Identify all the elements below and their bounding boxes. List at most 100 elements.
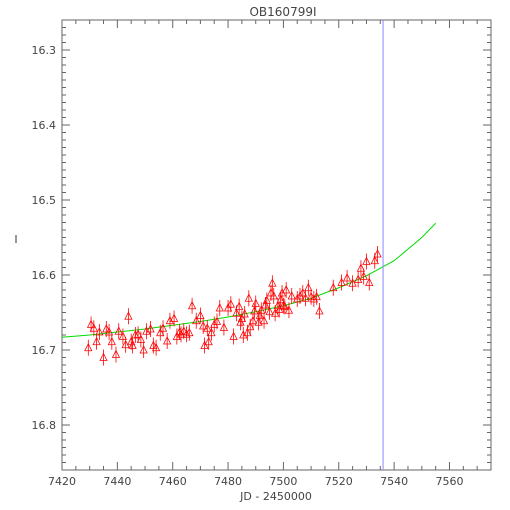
data-point [142,323,151,340]
data-point [265,303,274,320]
triangle-marker [104,327,114,336]
triangle-marker [248,315,258,325]
data-point [165,312,175,329]
y-tick-label: 16.3 [32,44,57,57]
x-tick-label: 7520 [325,475,353,488]
triangle-marker [219,322,229,331]
x-tick-label: 7460 [159,475,187,488]
triangle-marker [232,308,241,317]
data-point [139,342,148,358]
triangle-marker [373,249,382,258]
data-point [248,312,258,329]
x-tick-label: 7480 [214,475,242,488]
data-point [128,337,137,354]
triangle-marker [203,323,212,332]
x-tick-label: 7420 [48,475,76,488]
data-point [362,253,371,270]
model-curve [61,222,437,338]
data-point [329,279,338,296]
data-point [365,274,374,291]
data-point [262,292,271,309]
triangle-marker [207,327,216,337]
triangle-marker [354,274,363,283]
data-point [244,290,253,307]
triangle-marker [240,309,249,318]
triangle-marker [243,327,252,337]
triangle-marker [265,306,274,316]
data-point [124,308,133,325]
data-point [226,296,235,313]
triangle-marker [111,349,121,358]
triangle-marker [268,278,277,287]
data-point [219,319,229,336]
data-point [212,313,222,330]
triangle-marker [246,321,255,331]
data-point [203,320,212,337]
triangle-marker [337,277,346,286]
triangle-marker [226,299,235,308]
data-point [111,346,121,363]
triangle-marker [262,295,271,304]
data-point [95,324,104,340]
triangle-marker [266,288,276,297]
data-point [239,327,248,343]
plot-frame [61,19,492,471]
data-point [240,306,249,322]
y-axis-ticks: 16.3 16.4 16.5 16.6 16.7 16.8 [32,19,491,471]
triangle-marker [215,303,224,312]
triangle-marker [269,291,278,300]
data-point [121,336,130,353]
triangle-marker [176,329,186,338]
data-point [304,279,313,296]
triangle-marker [199,321,208,330]
triangle-marker [304,282,313,292]
x-tick-label: 7540 [380,475,408,488]
triangle-marker [287,291,296,300]
triangle-marker [131,330,140,339]
data-point [234,298,244,315]
triangle-marker [315,306,324,315]
triangle-marker [139,345,148,354]
data-point [107,333,116,350]
data-point [277,285,287,301]
data-point [282,282,291,298]
data-point [136,331,146,348]
triangle-marker [312,291,321,301]
triangle-marker [187,300,197,310]
triangle-marker [295,291,305,300]
y-tick-label: 16.5 [32,194,57,207]
data-points-group [84,246,382,366]
data-point [215,300,224,316]
data-point [151,339,161,356]
triangle-marker [204,336,213,346]
triangle-marker [107,336,116,346]
triangle-marker [158,323,168,332]
triangle-marker [244,293,253,302]
triangle-marker [128,340,137,349]
data-point [373,246,382,262]
triangle-marker [182,329,191,338]
data-point [229,328,238,345]
triangle-marker [172,331,182,340]
triangle-marker [298,288,307,297]
x-axis-label: JD - 2450000 [239,490,312,503]
triangle-marker [146,324,155,333]
triangle-marker [136,334,146,343]
triangle-marker [84,342,93,352]
data-point [284,302,294,319]
data-point [118,328,128,345]
data-point [204,333,213,350]
data-point [315,303,324,319]
triangle-marker [282,285,291,294]
plot-border [61,19,492,471]
data-point [301,290,310,307]
triangle-marker [259,315,269,325]
triangle-marker [362,256,371,265]
triangle-marker [342,273,352,282]
data-point [342,270,352,286]
data-point [169,310,179,327]
data-point [280,298,289,315]
triangle-marker [196,310,205,319]
data-point [133,326,143,343]
data-point [156,324,165,341]
